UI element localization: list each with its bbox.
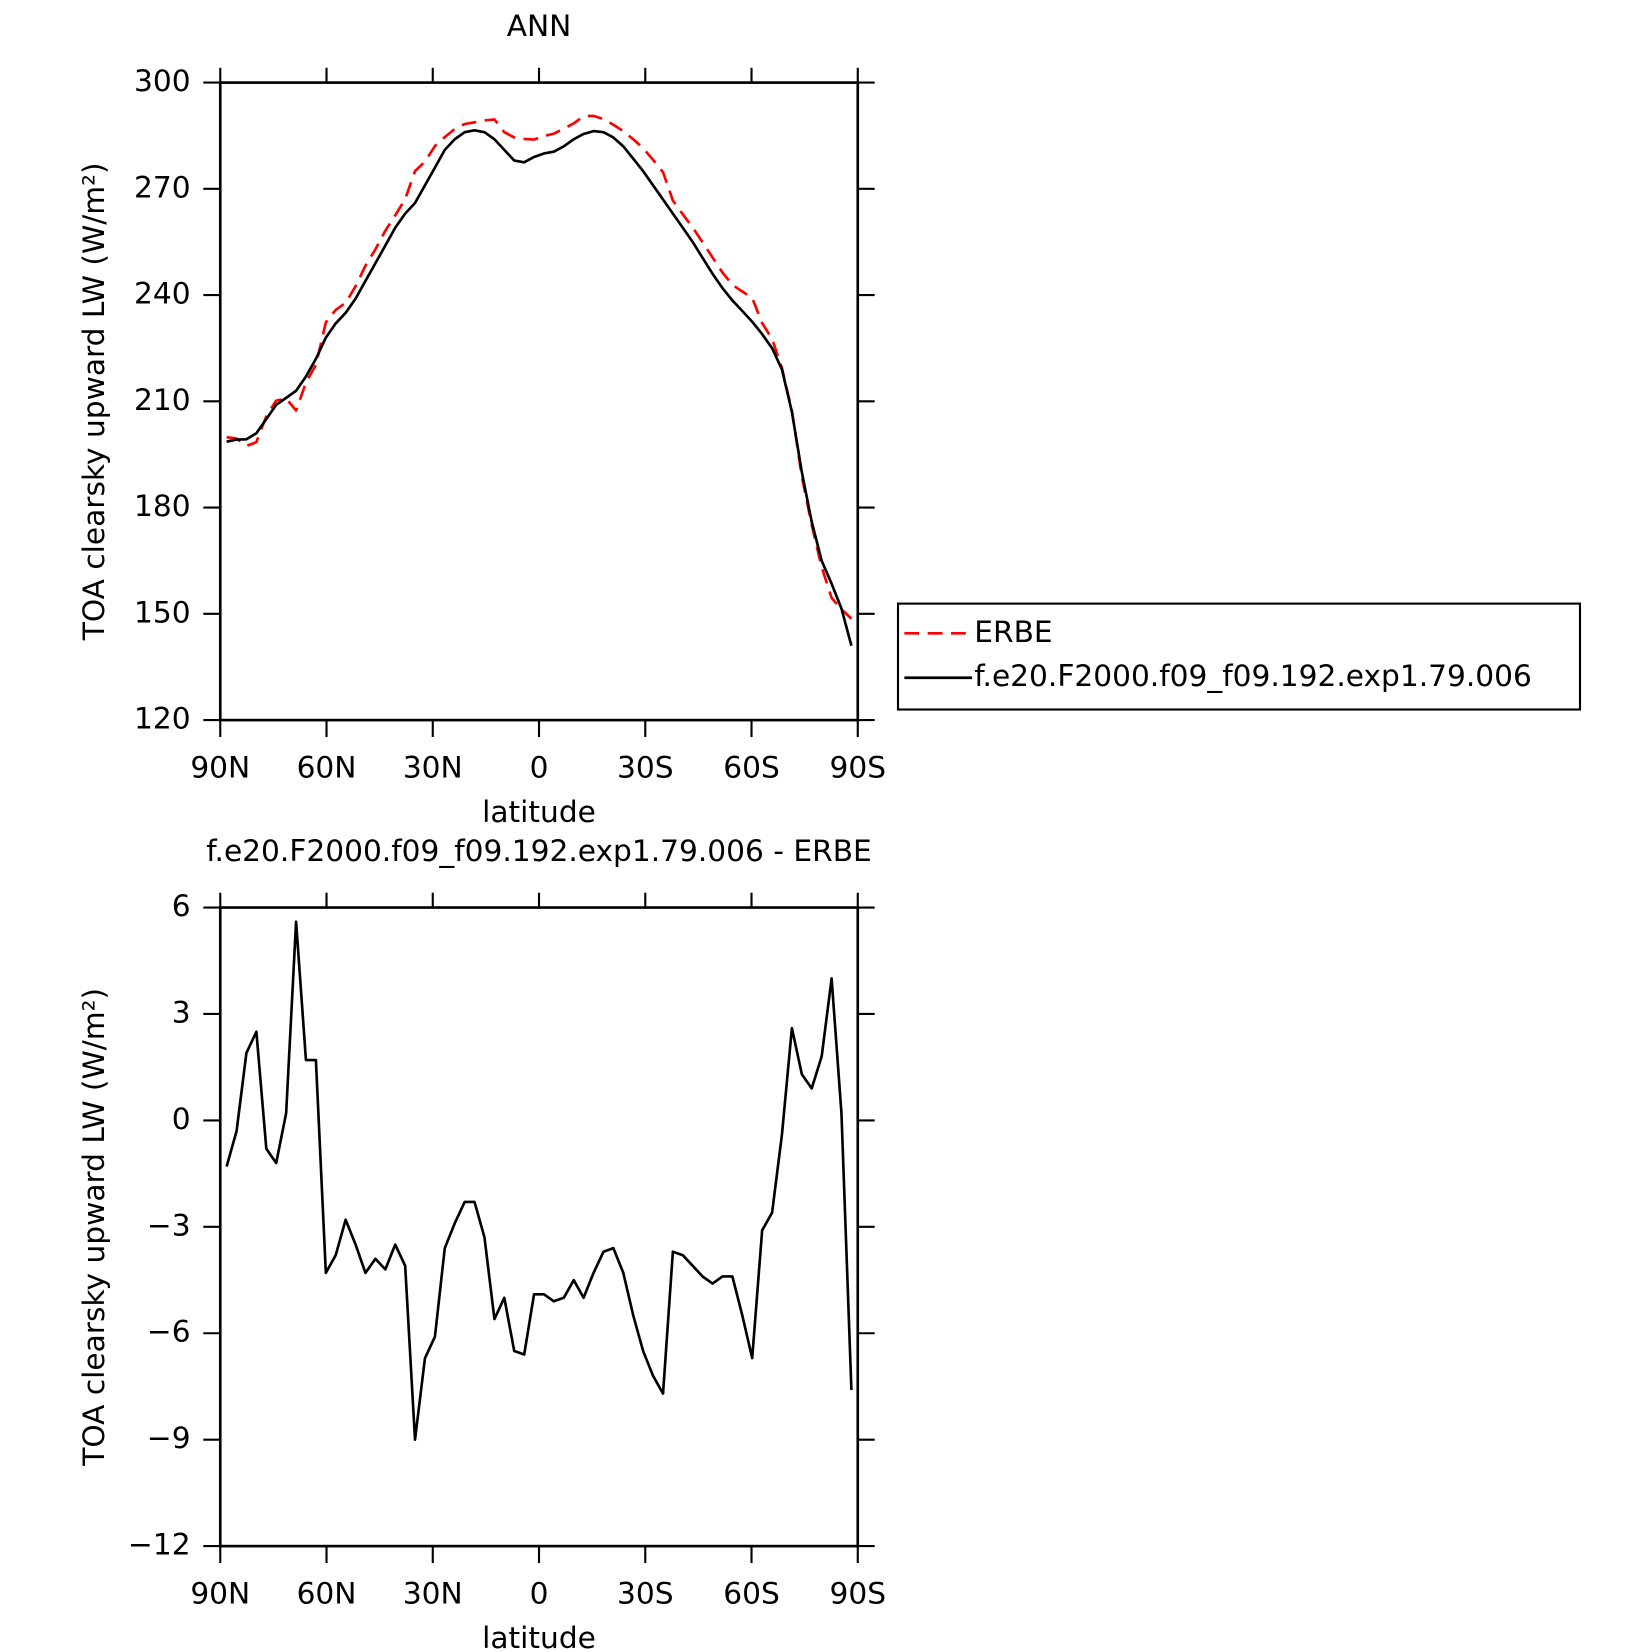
x-tick-label: 0 [530,749,549,784]
x-tick-label: 90N [190,1575,250,1610]
x-tick-label: 30S [617,749,674,784]
x-tick-label: 30N [403,749,463,784]
y-axis-label: TOA clearsky upward LW (W/m²) [76,988,111,1467]
data-line [226,114,853,620]
y-tick-label: 3 [172,994,191,1029]
x-tick-label: 60N [297,1575,357,1610]
x-tick-label: 60S [723,749,780,784]
y-tick-label: 6 [172,888,191,923]
x-tick-label: 60N [297,749,357,784]
x-axis-label: latitude [482,794,596,829]
chart-title: ANN [507,8,572,43]
y-tick-label: 270 [134,169,191,204]
chart-title: f.e20.F2000.f09_f09.192.exp1.79.006 - ER… [206,833,872,868]
y-axis-label: TOA clearsky upward LW (W/m²) [76,162,111,641]
y-tick-label: −12 [128,1527,191,1562]
y-tick-label: 180 [134,488,191,523]
y-tick-label: −6 [147,1314,191,1349]
x-tick-label: 30N [403,1575,463,1610]
y-tick-label: 0 [172,1101,191,1136]
legend-label: f.e20.F2000.f09_f09.192.exp1.79.006 [974,658,1532,693]
y-tick-label: 300 [134,63,191,98]
y-tick-label: −3 [147,1207,191,1242]
y-tick-label: 240 [134,276,191,311]
x-tick-label: 60S [723,1575,780,1610]
y-tick-label: 150 [134,594,191,629]
x-tick-label: 90N [190,749,250,784]
legend-label: ERBE [974,614,1052,649]
x-tick-label: 0 [530,1575,549,1610]
x-axis-label: latitude [482,1620,596,1652]
x-tick-label: 90S [829,749,886,784]
y-tick-label: 210 [134,382,191,417]
plot-frame [218,81,860,722]
legend-box [896,602,1582,711]
data-line [226,129,853,647]
data-line [225,920,853,1441]
x-tick-label: 30S [617,1575,674,1610]
x-tick-label: 90S [829,1575,886,1610]
y-tick-label: 120 [134,701,191,736]
y-tick-label: −9 [147,1420,191,1455]
plot-frame [218,906,860,1548]
